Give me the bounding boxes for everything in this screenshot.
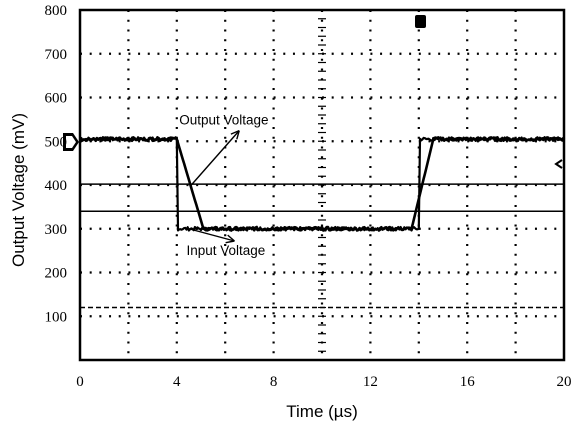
y-tick-label: 400 (45, 178, 68, 194)
y-tick-label: 200 (45, 266, 68, 282)
annotation-arrowhead (225, 234, 235, 244)
x-axis-label: Time (µs) (286, 402, 358, 421)
y-tick-labels: 100 200 300 400 500 600 700 800 (45, 3, 68, 325)
y-tick-label: 500 (45, 134, 68, 150)
x-tick-label: 20 (557, 374, 572, 390)
annotation-label: Output Voltage (179, 113, 268, 128)
annotation-arrow (190, 130, 240, 186)
right-level-marker-icon (554, 159, 563, 169)
series-line (79, 136, 566, 232)
series-traces (79, 136, 566, 232)
y-tick-label: 300 (45, 222, 68, 238)
y-tick-label: 700 (45, 47, 68, 63)
reference-lines (80, 183, 564, 309)
annotation-label: Input Voltage (186, 243, 265, 258)
x-tick-label: 12 (363, 374, 378, 390)
left-trigger-marker-inner (66, 136, 76, 148)
y-tick-label: 800 (45, 3, 68, 19)
y-tick-label: 600 (45, 91, 68, 107)
x-tick-labels: 0 4 8 12 16 20 (76, 374, 571, 390)
annotations: Output Voltage Input Voltage (179, 113, 268, 258)
marker-glyphs (63, 15, 563, 169)
x-tick-label: 8 (270, 374, 278, 390)
x-tick-label: 16 (460, 374, 476, 390)
x-tick-label: 0 (76, 374, 84, 390)
annotation-arrowhead (230, 129, 240, 140)
y-axis-label: Output Voltage (mV) (9, 113, 28, 267)
x-tick-label: 4 (173, 374, 181, 390)
top-trigger-marker-icon (415, 15, 426, 28)
annotation-arrow (188, 228, 235, 242)
y-tick-label: 100 (45, 309, 68, 325)
plot-frame (78, 8, 566, 362)
